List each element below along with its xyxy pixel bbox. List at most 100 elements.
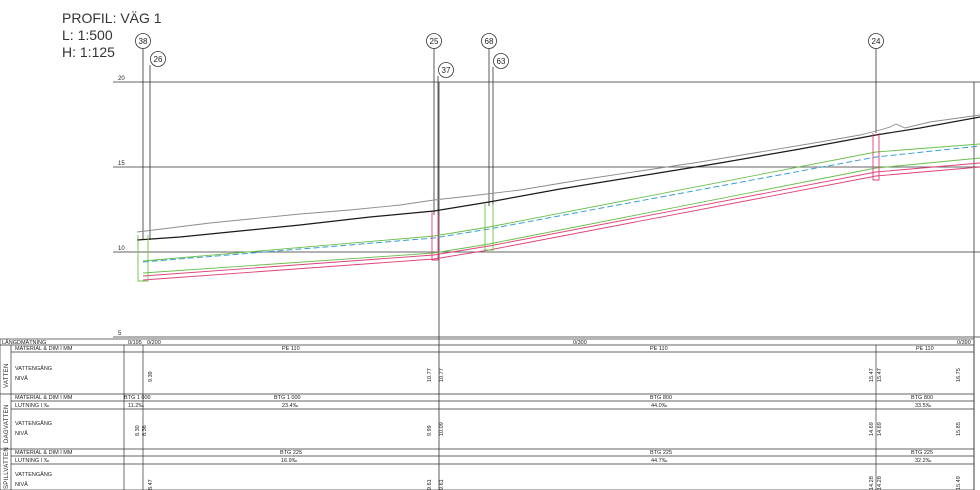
storm-line-lower bbox=[142, 157, 980, 274]
vatten-level-6: 16.75 bbox=[956, 368, 962, 382]
sewer-line-upper bbox=[142, 162, 980, 277]
dagvatten-level-1: 8.30 bbox=[135, 425, 141, 436]
well-body-25 bbox=[431, 212, 439, 261]
spillvatten-level-1: 8.47 bbox=[148, 479, 154, 490]
marker-label-63: 63 bbox=[497, 57, 506, 66]
well-body-24 bbox=[872, 133, 880, 181]
storm-line-upper bbox=[142, 143, 980, 262]
chainage-0-390: 0/390 bbox=[957, 340, 971, 346]
vatten-material-2: PE 110 bbox=[650, 346, 668, 352]
dagvatten-niva-label: NIVÅ bbox=[15, 430, 28, 437]
marker-label-38: 38 bbox=[139, 37, 148, 46]
spillvatten-level-3: 9.61 bbox=[439, 479, 445, 490]
spillvatten-material-3: BTG 225 bbox=[911, 450, 933, 456]
spillvatten-vattengang-label: VATTENGÅNG bbox=[15, 471, 52, 478]
marker-circle-24 bbox=[868, 33, 884, 49]
dagvatten-slope-3: 44.0‰ bbox=[651, 403, 668, 409]
spillvatten-material-1: BTG 225 bbox=[280, 450, 302, 456]
data-table bbox=[0, 338, 975, 490]
vatten-level-4: 15.47 bbox=[869, 368, 875, 382]
sewer-line-lower bbox=[142, 166, 980, 281]
spillvatten-material-label: MATERIAL & DIM I MM bbox=[15, 450, 73, 456]
well-marker-labels: 38 26 25 37 68 63 24 bbox=[139, 37, 881, 75]
spillvatten-material-2: BTG 225 bbox=[650, 450, 672, 456]
vatten-level-3: 10.77 bbox=[439, 368, 445, 382]
dagvatten-material-2: BTG 1 000 bbox=[274, 395, 301, 401]
dagvatten-level-3: 9.99 bbox=[427, 425, 433, 436]
well-markers bbox=[135, 33, 884, 240]
y-tick-10: 10 bbox=[118, 246, 125, 252]
vertical-scale: H: 1:125 bbox=[62, 44, 115, 60]
dagvatten-level-5: 14.69 bbox=[869, 422, 875, 436]
chainage-0-200: 0/200 bbox=[147, 340, 161, 346]
well-body-38 bbox=[137, 235, 149, 282]
spillvatten-slope-2: 44.7‰ bbox=[651, 458, 668, 464]
spillvatten-rows: MATERIAL & DIM I MM LUTNING I ‰ VATTENGÅ… bbox=[15, 450, 962, 490]
marker-label-24: 24 bbox=[872, 37, 881, 46]
dagvatten-material-3: BTG 800 bbox=[650, 395, 672, 401]
vatten-material-label: MATERIAL & DIM I MM bbox=[15, 346, 73, 352]
dagvatten-material-4: BTG 800 bbox=[911, 395, 933, 401]
chainage-row: LÄNGDMÄTNING 0/195 0/200 0/300 0/390 bbox=[2, 339, 971, 346]
station-lines bbox=[438, 82, 975, 490]
marker-circle-68 bbox=[481, 33, 497, 49]
dagvatten-vattengang-label: VATTENGÅNG bbox=[15, 420, 52, 427]
horizontal-scale: L: 1:500 bbox=[62, 27, 113, 43]
chainage-0-195: 0/195 bbox=[128, 340, 142, 346]
y-tick-labels: 20 15 10 5 bbox=[118, 76, 125, 337]
well-body-68 bbox=[484, 204, 494, 251]
section-dagvatten: DAGVATTEN bbox=[4, 405, 10, 443]
table-frame bbox=[0, 338, 975, 490]
section-vatten: VATTEN bbox=[4, 363, 10, 388]
vatten-level-1: 9.39 bbox=[148, 371, 154, 382]
finished-ground-line bbox=[136, 116, 980, 241]
dagvatten-material-1: BTG 1 000 bbox=[124, 395, 151, 401]
profile-title: PROFIL: VÄG 1 bbox=[62, 10, 162, 26]
dagvatten-level-7: 15.85 bbox=[956, 422, 962, 436]
spillvatten-level-6: 15.49 bbox=[956, 476, 962, 490]
dagvatten-level-4: 10.09 bbox=[439, 422, 445, 436]
chainage-0-300: 0/300 bbox=[573, 340, 587, 346]
spillvatten-slope-3: 32.2‰ bbox=[915, 458, 932, 464]
marker-label-26: 26 bbox=[154, 55, 163, 64]
elevation-grid bbox=[113, 81, 980, 338]
dagvatten-slope-4: 33.5‰ bbox=[915, 403, 932, 409]
existing-ground-line bbox=[136, 114, 980, 233]
spillvatten-level-4: 14.28 bbox=[869, 476, 875, 490]
marker-circle-38 bbox=[135, 33, 151, 49]
vatten-material-1: PE 110 bbox=[282, 346, 300, 352]
dagvatten-slope-2: 23.4‰ bbox=[282, 403, 299, 409]
dagvatten-level-2: 8.36 bbox=[142, 425, 148, 436]
marker-circle-37 bbox=[438, 62, 454, 78]
profile-lines bbox=[136, 114, 980, 281]
y-tick-15: 15 bbox=[118, 161, 125, 167]
dagvatten-slope-1: 11.2‰ bbox=[128, 403, 144, 409]
spillvatten-lutning-label: LUTNING I ‰ bbox=[15, 458, 50, 464]
marker-label-25: 25 bbox=[430, 37, 439, 46]
marker-circle-63 bbox=[493, 53, 509, 69]
dagvatten-material-label: MATERIAL & DIM I MM bbox=[15, 395, 73, 401]
dagvatten-lutning-label: LUTNING I ‰ bbox=[15, 403, 50, 409]
y-tick-5: 5 bbox=[118, 331, 122, 337]
vatten-material-3: PE 110 bbox=[916, 346, 934, 352]
spillvatten-level-5: 14.28 bbox=[877, 476, 883, 490]
dagvatten-rows: MATERIAL & DIM I MM LUTNING I ‰ VATTENGÅ… bbox=[15, 395, 962, 437]
profile-title-block: PROFIL: VÄG 1 L: 1:500 H: 1:125 bbox=[62, 10, 162, 61]
vatten-niva-label: NIVÅ bbox=[15, 375, 28, 382]
vatten-level-5: 15.47 bbox=[877, 368, 883, 382]
marker-circle-25 bbox=[426, 33, 442, 49]
spillvatten-level-2: 9.61 bbox=[427, 479, 433, 490]
vatten-level-2: 10.77 bbox=[427, 368, 433, 382]
y-tick-20: 20 bbox=[118, 76, 125, 82]
marker-label-68: 68 bbox=[485, 37, 494, 46]
spillvatten-slope-1: 16.9‰ bbox=[281, 458, 298, 464]
marker-circle-26 bbox=[150, 51, 166, 67]
marker-label-37: 37 bbox=[442, 66, 451, 75]
section-spillvatten: SPILLVATTEN bbox=[4, 447, 10, 489]
water-main-line bbox=[142, 145, 980, 263]
chainage-header: LÄNGDMÄTNING bbox=[2, 339, 46, 346]
well-bodies bbox=[137, 133, 880, 282]
dagvatten-level-6: 14.69 bbox=[877, 422, 883, 436]
vatten-rows: MATERIAL & DIM I MM VATTENGÅNG NIVÅ PE 1… bbox=[15, 346, 962, 382]
